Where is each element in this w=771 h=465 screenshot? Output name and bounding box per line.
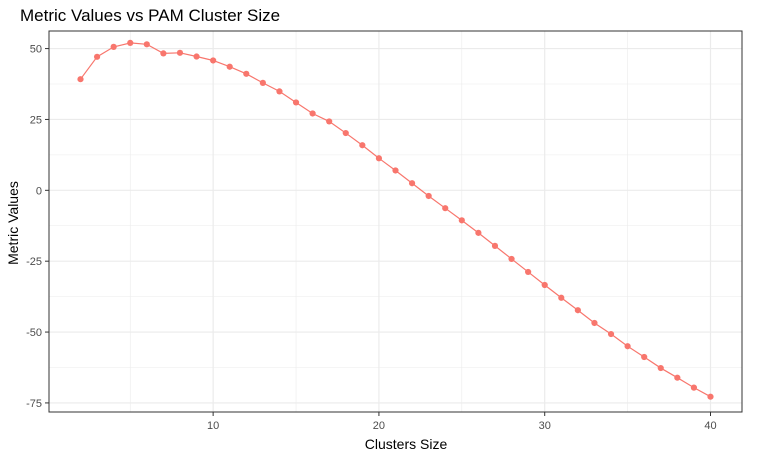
data-point xyxy=(193,53,200,60)
data-point xyxy=(442,205,449,212)
data-point xyxy=(558,294,565,301)
data-point xyxy=(425,192,432,200)
x-tick-label: 40 xyxy=(704,420,716,432)
series-layer xyxy=(77,39,714,400)
data-point xyxy=(541,281,548,289)
data-point xyxy=(574,307,581,314)
x-tick-label: 10 xyxy=(207,420,219,432)
data-point xyxy=(292,99,300,106)
major-gridlines xyxy=(49,31,742,412)
data-point xyxy=(657,364,664,372)
data-point xyxy=(475,229,482,236)
y-tick-label: 0 xyxy=(36,185,42,197)
plot-panel-border xyxy=(48,30,743,413)
data-point xyxy=(326,118,333,125)
data-point xyxy=(508,255,515,263)
x-axis: 10 20 30 40 xyxy=(207,412,717,432)
data-point xyxy=(143,41,150,48)
data-point xyxy=(309,110,316,117)
data-point xyxy=(110,43,117,50)
data-point xyxy=(359,142,366,149)
data-point xyxy=(408,180,416,187)
data-point xyxy=(276,88,283,95)
data-point xyxy=(690,384,698,391)
x-tick-label: 30 xyxy=(539,420,551,432)
y-tick-label: 25 xyxy=(30,114,42,126)
chart-title: Metric Values vs PAM Cluster Size xyxy=(20,6,280,25)
data-point xyxy=(176,49,184,56)
minor-gridlines xyxy=(49,31,742,412)
data-point xyxy=(641,353,648,361)
y-tick-label: 50 xyxy=(30,44,42,56)
data-point xyxy=(525,268,532,276)
data-point xyxy=(259,79,266,86)
data-point xyxy=(458,217,465,224)
data-point xyxy=(127,39,134,47)
x-tick-label: 20 xyxy=(373,420,385,432)
data-point xyxy=(243,70,250,77)
x-axis-label: Clusters Size xyxy=(365,436,448,452)
data-point xyxy=(342,129,349,137)
y-tick-label: -25 xyxy=(26,256,42,268)
y-tick-label: -75 xyxy=(26,398,42,410)
y-axis-label: Metric Values xyxy=(5,181,21,265)
data-point xyxy=(392,167,399,174)
y-axis: -75 -50 -25 0 25 50 xyxy=(26,44,49,410)
y-tick-label: -50 xyxy=(26,327,42,339)
data-point xyxy=(210,57,217,64)
data-point xyxy=(226,63,233,70)
data-point xyxy=(707,393,714,400)
data-point xyxy=(160,50,167,57)
data-point xyxy=(93,53,101,60)
data-point xyxy=(674,374,681,381)
data-point xyxy=(591,319,598,327)
data-point xyxy=(624,343,631,350)
data-point xyxy=(607,330,615,338)
plot-panel xyxy=(49,31,742,412)
data-point xyxy=(77,76,84,83)
data-point xyxy=(375,155,383,162)
data-point xyxy=(491,242,499,249)
